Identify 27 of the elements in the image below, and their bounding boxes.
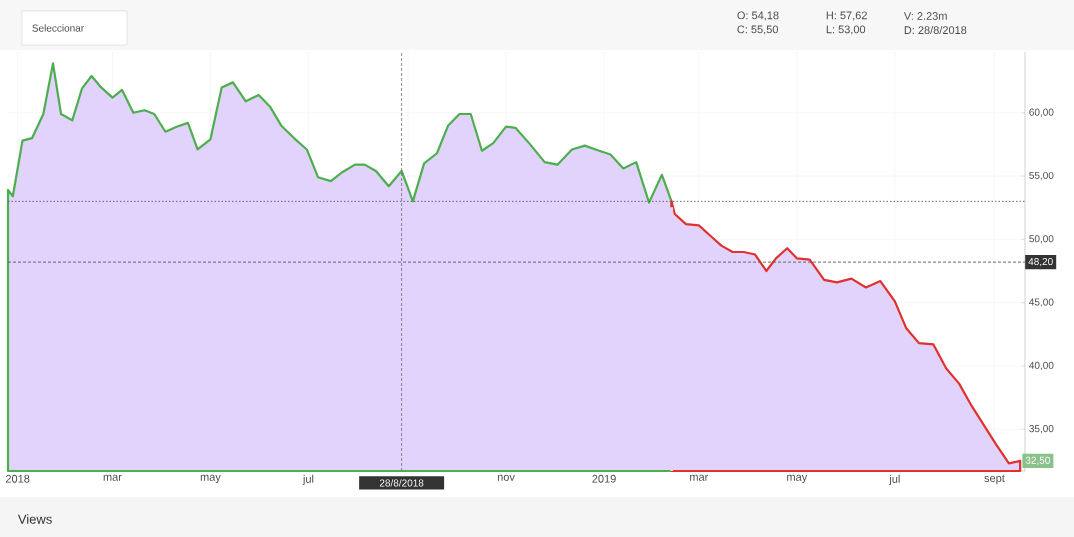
text: V: 2.23m (903, 12, 947, 20)
y-tick-label: 50,00 (1029, 235, 1054, 244)
x-tick-label: may (787, 474, 808, 484)
x-tick-label: jul (302, 474, 314, 486)
x-tick-label: mar (690, 474, 709, 481)
text: O: 54,18 (737, 11, 779, 21)
text: Views (17, 514, 52, 524)
text: L: 53,00 (826, 25, 866, 35)
x-tick-label: 2018 (5, 474, 30, 483)
text: D: 28/8/2018 (904, 25, 967, 35)
y-tick-label: 45,00 (1029, 298, 1054, 307)
x-tick-label: jul (889, 474, 900, 486)
x-tick-label: mar (103, 474, 122, 481)
x-tick-label: sept (984, 474, 1005, 485)
text: Seleccionar (32, 24, 84, 32)
text: C: 55,50 (737, 25, 778, 35)
annotation: 32,50 (1025, 456, 1050, 465)
y-tick-label: 55,00 (1029, 171, 1054, 181)
y-tick-label: 40,00 (1029, 361, 1054, 371)
ref-line-label: 28/8/2018 (379, 479, 424, 487)
x-tick-label: may (200, 474, 221, 484)
y-tick-label: 35,00 (1029, 425, 1054, 434)
x-tick-label: nov (497, 474, 515, 481)
y-tick-label: 60,00 (1029, 108, 1054, 117)
x-tick-label: 2019 (592, 474, 616, 483)
text: H: 57,62 (826, 11, 867, 21)
ref-line-label: 48,20 (1028, 257, 1053, 267)
